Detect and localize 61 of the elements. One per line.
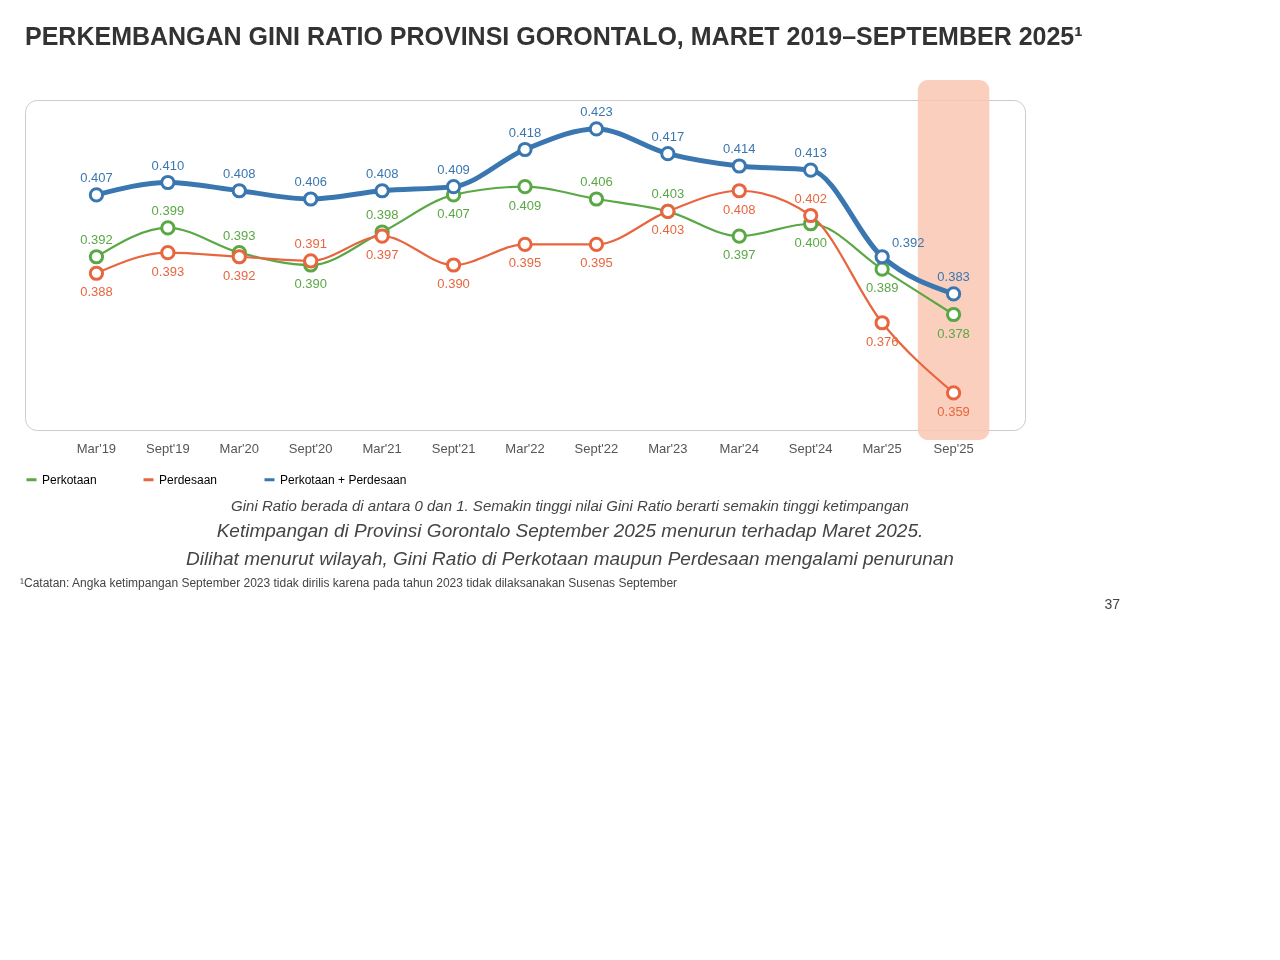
data-label: 0.413	[794, 145, 827, 161]
x-tick-label: Mar'20	[219, 440, 259, 456]
x-tick-label: Sept'19	[146, 440, 190, 456]
chart-title: PERKEMBANGAN GINI RATIO PROVINSI GORONTALO, MARET 2019–SEPTEMBER 2025¹	[25, 22, 1083, 50]
data-label: 0.391	[294, 235, 327, 251]
x-tick-label: Sep'25	[933, 440, 974, 456]
x-tick-label: Mar'19	[76, 440, 117, 456]
legend-label: Perdesaan	[159, 472, 218, 487]
text: Ketimpangan di Provinsi Gorontalo September 2025 menurun terhadap Maret 2025.	[215, 520, 925, 542]
text: 37	[1103, 596, 1120, 612]
legend-label: Perkotaan + Perdesaan	[280, 472, 407, 487]
data-label: 0.418	[508, 124, 542, 140]
x-tick-label: Sept'22	[574, 440, 619, 456]
data-label: 0.400	[794, 234, 827, 250]
data-label: 0.407	[80, 169, 113, 185]
data-label: 0.390	[294, 276, 327, 291]
data-label: 0.403	[651, 222, 685, 238]
data-label: 0.389	[865, 280, 899, 296]
text: Gini Ratio berada di antara 0 dan 1. Semakin tinggi nilai Gini Ratio berarti semakin tinggi ketimpangan	[230, 497, 910, 514]
data-label: 0.408	[223, 165, 256, 181]
data-label: 0.393	[223, 227, 256, 243]
text: ¹Catatan: Angka ketimpangan September 2023 tidak dirilis karena pada tahun 2023 tidak dilaksanakan Susenas September	[20, 576, 679, 590]
data-label: 0.359	[937, 403, 970, 419]
data-label: 0.376	[865, 333, 899, 349]
data-label: 0.408	[365, 165, 399, 181]
data-label: 0.392	[223, 267, 256, 283]
x-tick-label: Mar'25	[862, 440, 902, 456]
data-label: 0.417	[651, 128, 685, 144]
data-label: 0.403	[651, 186, 685, 202]
data-label: 0.397	[365, 247, 399, 263]
data-label: 0.388	[80, 284, 113, 300]
data-label: 0.406	[294, 174, 327, 189]
data-label: 0.395	[580, 255, 613, 271]
text: Dilihat menurut wilayah, Gini Ratio di Perkotaan maupun Perdesaan mengalami penurunan	[185, 548, 955, 570]
x-tick-label: Mar'22	[505, 440, 545, 456]
data-label: 0.395	[508, 255, 542, 271]
x-tick-label: Sept'21	[431, 440, 476, 456]
data-label: 0.402	[794, 190, 827, 206]
legend-label: Perkotaan	[42, 472, 97, 487]
x-tick-label: Sept'20	[288, 440, 333, 456]
x-tick-label: Mar'24	[719, 440, 759, 456]
data-label: 0.410	[151, 157, 185, 173]
data-label: 0.406	[580, 174, 613, 189]
data-label: 0.414	[723, 141, 756, 156]
data-label: 0.378	[937, 325, 970, 341]
data-label: 0.409	[437, 161, 470, 177]
data-label: 0.392	[80, 231, 113, 247]
x-tick-label: Mar'21	[362, 440, 402, 456]
data-label: 0.393	[151, 263, 185, 279]
data-label: 0.409	[508, 197, 542, 213]
data-label: 0.399	[151, 202, 185, 218]
x-tick-label: Sept'24	[788, 440, 833, 456]
data-label: 0.397	[723, 247, 756, 263]
data-label: 0.390	[437, 276, 470, 291]
x-tick-label: Mar'23	[648, 440, 688, 456]
data-label: 0.407	[437, 205, 470, 221]
data-label: 0.392	[891, 234, 925, 250]
data-label: 0.383	[937, 268, 970, 284]
data-label: 0.408	[723, 201, 756, 217]
data-label: 0.423	[580, 103, 613, 119]
data-label: 0.398	[365, 207, 399, 222]
